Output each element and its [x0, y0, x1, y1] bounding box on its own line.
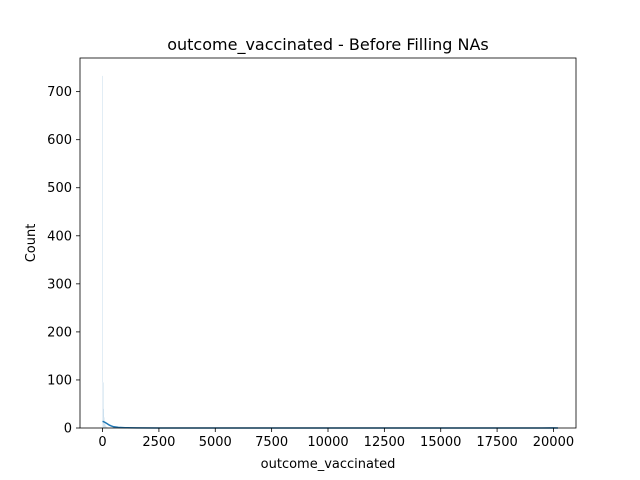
x-tick-label-12500: 12500 [364, 435, 405, 450]
x-tick-label-20000: 20000 [533, 435, 574, 450]
x-tick-label-17500: 17500 [476, 435, 517, 450]
y-tick-label-200: 200 [47, 325, 72, 340]
y-axis-ticks: 0 100 200 300 400 500 600 700 [47, 85, 80, 437]
y-tick-label-600: 600 [47, 133, 72, 148]
x-axis-title: outcome_vaccinated [261, 457, 396, 472]
y-tick-label-400: 400 [47, 229, 72, 244]
x-tick-label-15000: 15000 [420, 435, 461, 450]
x-tick-label-5000: 5000 [199, 435, 232, 450]
x-tick-label-2500: 2500 [142, 435, 175, 450]
plot-background [80, 58, 576, 428]
chart-title: outcome_vaccinated - Before Filling NAs [167, 35, 489, 55]
x-tick-label-10000: 10000 [307, 435, 348, 450]
x-axis-ticks: 0 2500 5000 7500 10000 12500 15000 17500 20000 [98, 428, 574, 450]
y-tick-label-500: 500 [47, 181, 72, 196]
y-axis-title: Count [24, 224, 39, 263]
x-tick-label-7500: 7500 [255, 435, 288, 450]
y-tick-label-0: 0 [64, 422, 72, 437]
y-tick-label-300: 300 [47, 277, 72, 292]
x-tick-label-0: 0 [98, 435, 106, 450]
y-tick-label-100: 100 [47, 373, 72, 388]
y-tick-label-700: 700 [47, 85, 72, 100]
